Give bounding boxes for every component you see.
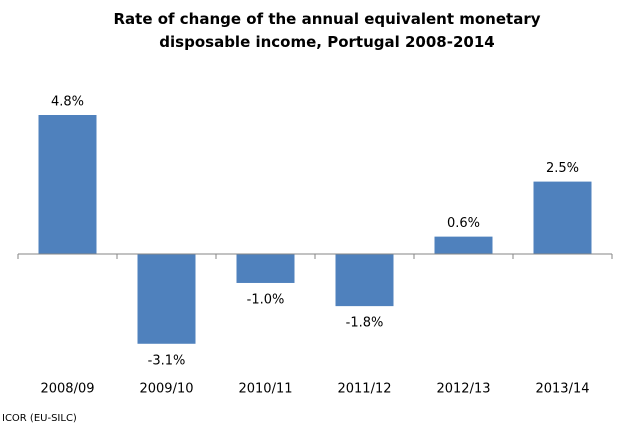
data-label: -1.0% (247, 292, 285, 307)
data-label: -3.1% (148, 353, 186, 368)
x-tick-label: 2009/10 (139, 382, 193, 397)
source-note: ICOR (EU-SILC) (2, 413, 77, 424)
bar (335, 254, 394, 307)
bar (137, 254, 196, 344)
data-label: 2.5% (546, 161, 579, 176)
data-label: -1.8% (346, 316, 384, 331)
chart-title: Rate of change of the annual equivalent … (113, 10, 541, 51)
bar (533, 181, 592, 254)
x-tick-label: 2012/13 (436, 382, 490, 397)
bar (236, 254, 295, 283)
x-tick-label: 2011/12 (337, 382, 391, 397)
x-tick-label: 2010/11 (238, 382, 292, 397)
x-tick-label: 2008/09 (40, 382, 94, 397)
x-tick-label: 2013/14 (535, 382, 589, 397)
bar (434, 236, 493, 254)
data-label: 0.6% (447, 216, 480, 231)
bar (38, 115, 97, 254)
data-label: 4.8% (51, 95, 84, 110)
